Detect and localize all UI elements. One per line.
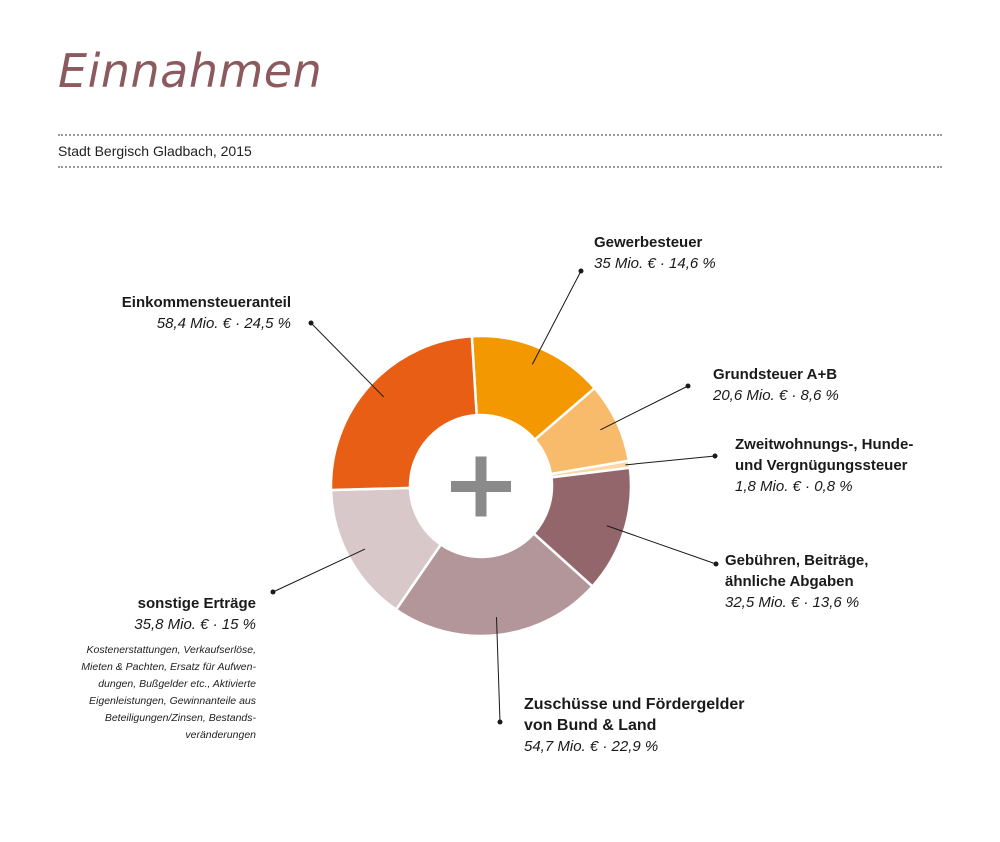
leader-dot-grundsteuer (685, 383, 691, 389)
leader-line-sonstige (272, 548, 366, 593)
label-zuschuesse: Zuschüsse und Fördergelder von Bund & La… (524, 694, 744, 758)
leader-line-gewerbesteuer (531, 270, 582, 365)
leader-dot-sonstige (270, 589, 276, 595)
leader-dot-zuschuesse (497, 719, 503, 725)
page-title: Einnahmen (58, 44, 323, 98)
label-zweitwohnung-name-1: Zweitwohnungs-, Hunde- (735, 436, 914, 453)
label-sonstige-note: Kostenerstattungen, Verkaufserlöse, Miet… (81, 644, 256, 741)
label-grundsteuer-value: 20,6 Mio. € · 8,6 % (713, 387, 839, 404)
slice-zuschuesse (394, 531, 595, 638)
plus-icon (451, 456, 511, 517)
leader-dot-gebuehren (713, 561, 719, 567)
leader-dot-einkommen (308, 320, 314, 326)
divider-bottom (58, 166, 942, 168)
label-zweitwohnung-name-2: und Vergnügungssteuer (735, 457, 908, 474)
label-zuschuesse-value: 54,7 Mio. € · 22,9 % (524, 738, 659, 755)
leader-line-zuschuesse (495, 617, 501, 723)
label-zuschuesse-name-1: Zuschüsse und Fördergelder (524, 696, 745, 713)
label-gewerbesteuer: Gewerbesteuer 35 Mio. € · 14,6 % (594, 232, 716, 275)
page-subtitle: Stadt Bergisch Gladbach, 2015 (58, 143, 252, 159)
label-grundsteuer-name: Grundsteuer A+B (713, 366, 838, 383)
label-sonstige-name: sonstige Erträge (137, 595, 256, 612)
label-einkommen-name: Einkommensteueranteil (121, 294, 291, 311)
label-sonstige-value: 35,8 Mio. € · 15 % (134, 616, 256, 633)
label-zweitwohnung: Zweitwohnungs-, Hunde- und Vergnügungsst… (735, 434, 913, 498)
label-gebuehren-name-1: Gebühren, Beiträge, (725, 552, 869, 569)
leader-line-grundsteuer (600, 385, 689, 431)
donut-slices (329, 334, 633, 638)
label-gewerbesteuer-name: Gewerbesteuer (594, 234, 703, 251)
label-gebuehren-name-2: ähnliche Abgaben (725, 573, 854, 590)
label-gebuehren: Gebühren, Beiträge, ähnliche Abgaben 32,… (725, 550, 868, 614)
label-gebuehren-value: 32,5 Mio. € · 13,6 % (725, 594, 860, 611)
label-zweitwohnung-value: 1,8 Mio. € · 0,8 % (735, 478, 853, 495)
slice-einkommen (329, 334, 478, 492)
label-zuschuesse-name-2: von Bund & Land (524, 717, 657, 734)
leader-line-einkommen (310, 322, 385, 398)
leader-dot-gewerbesteuer (578, 268, 584, 274)
label-sonstige: sonstige Erträge 35,8 Mio. € · 15 % Kost… (81, 593, 256, 744)
divider-top (58, 134, 942, 136)
label-gewerbesteuer-value: 35 Mio. € · 14,6 % (594, 255, 716, 272)
leader-dot-zweitwohnung (712, 453, 718, 459)
leader-line-zweitwohnung (625, 455, 716, 466)
leader-lines (270, 268, 719, 725)
label-einkommen-value: 58,4 Mio. € · 24,5 % (156, 315, 291, 332)
label-grundsteuer: Grundsteuer A+B 20,6 Mio. € · 8,6 % (713, 364, 839, 407)
leader-line-gebuehren (606, 525, 717, 565)
label-einkommen: Einkommensteueranteil 58,4 Mio. € · 24,5… (122, 292, 291, 335)
